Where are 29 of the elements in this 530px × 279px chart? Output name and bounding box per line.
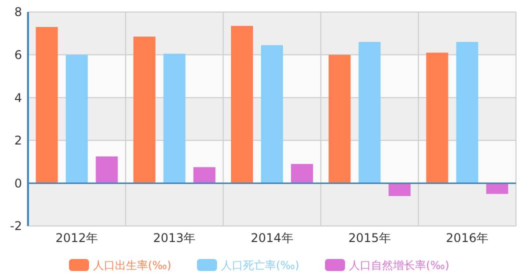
x-tick-label: 2015年: [348, 231, 391, 245]
bar: [426, 52, 448, 184]
y-tick-label: -2: [10, 219, 22, 234]
bar: [261, 45, 283, 184]
bar: [358, 42, 381, 184]
x-tick-label: 2013年: [153, 231, 196, 245]
y-tick-label: 6: [14, 48, 22, 62]
bar: [66, 54, 88, 184]
y-tick-label: 2: [14, 134, 22, 148]
bar: [328, 54, 351, 184]
x-tick-label: 2014年: [250, 231, 294, 245]
x-tick-label: 2012年: [56, 231, 98, 245]
bar: [388, 183, 411, 196]
bar: [486, 183, 508, 194]
x-tick-label: 2016年: [446, 231, 488, 245]
bar: [290, 164, 313, 184]
bar: [36, 26, 58, 184]
y-tick-label: 4: [14, 90, 22, 105]
y-tick-label: 0: [14, 176, 22, 190]
bar: [96, 156, 118, 184]
bar: [163, 54, 186, 184]
bar: [133, 36, 156, 184]
bar: [231, 26, 254, 184]
bar: [456, 42, 478, 184]
y-tick-label: 8: [14, 5, 22, 20]
legend-label: 人口自然增长率(‰): [349, 258, 450, 272]
bar: [193, 167, 216, 184]
legend-label: 人口死亡率(‰): [221, 258, 300, 272]
legend-label: 人口出生率(‰): [93, 258, 172, 272]
